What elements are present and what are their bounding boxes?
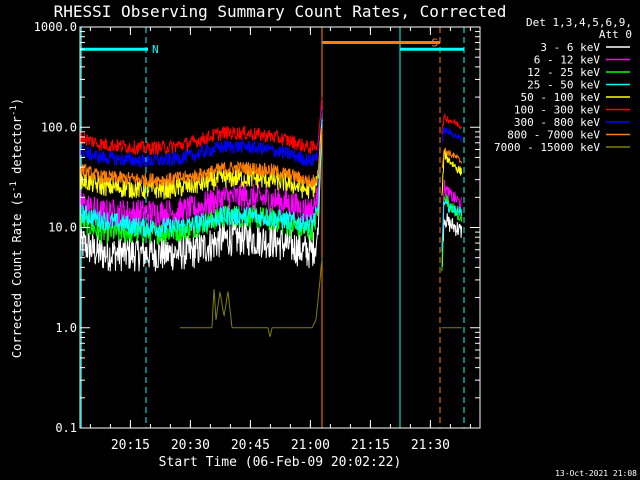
y-tick-label: 1.0 <box>55 321 77 335</box>
x-axis: 20:15 20:30 20:45 21:00 21:15 21:30 <box>89 27 471 453</box>
y-axis: 0.1 1.0 10.0 100.0 1000.0 <box>34 20 480 435</box>
legend-label: 50 - 100 keV <box>521 91 601 104</box>
legend-label: 3 - 6 keV <box>540 41 600 54</box>
series-line <box>79 101 323 228</box>
flag-bars: NS <box>80 37 464 56</box>
x-axis-label: Start Time (06-Feb-09 20:02:22) <box>159 455 402 470</box>
series-line <box>441 126 463 143</box>
legend-label: 7000 - 15000 keV <box>494 141 600 154</box>
y-tick-label: 1000.0 <box>34 20 77 34</box>
series-line <box>79 96 323 157</box>
series-line <box>180 257 323 337</box>
y-label-part: Corrected Count Rate (s <box>10 192 24 358</box>
x-tick-label: 21:00 <box>291 438 330 453</box>
series-line <box>441 213 463 268</box>
y-label-part: -1 <box>9 105 19 116</box>
y-tick-label: 0.1 <box>55 421 77 435</box>
legend-label: 25 - 50 keV <box>527 79 600 92</box>
flag-label-N: N <box>152 43 159 56</box>
timestamp: 13-Oct-2021 21:08 <box>555 469 637 478</box>
series-line <box>79 127 323 188</box>
series-line <box>79 109 323 169</box>
legend-header: Att 0 <box>599 28 632 41</box>
legend-label: 100 - 300 keV <box>514 104 600 117</box>
x-tick-label: 20:15 <box>111 438 150 453</box>
chart-title: RHESSI Observing Summary Count Rates, Co… <box>54 2 507 21</box>
series-line <box>441 193 463 272</box>
y-label-part: -1 <box>9 181 19 192</box>
series-line <box>441 179 463 248</box>
x-tick-label: 21:15 <box>351 438 390 453</box>
flag-label-S: S <box>431 37 438 50</box>
y-label-part: detector <box>10 116 24 181</box>
series-line <box>441 149 463 196</box>
legend-label: 800 - 7000 keV <box>507 129 600 142</box>
legend-label: 6 - 12 keV <box>534 54 601 67</box>
x-tick-label: 21:30 <box>411 438 450 453</box>
x-tick-label: 20:45 <box>231 438 270 453</box>
x-tick-label: 20:30 <box>171 438 210 453</box>
series-line <box>441 112 463 135</box>
series-line <box>79 119 323 238</box>
series-line <box>441 199 463 252</box>
legend-header: Det 1,3,4,5,6,9, <box>526 16 632 29</box>
y-tick-label: 100.0 <box>41 120 77 134</box>
series-line <box>441 147 463 169</box>
y-tick-label: 10.0 <box>48 221 77 235</box>
series-line <box>79 119 323 272</box>
y-label-part: ) <box>10 98 24 105</box>
legend-label: 12 - 25 keV <box>527 66 600 79</box>
series-layer <box>79 96 463 337</box>
y-axis-label: Corrected Count Rate (s-1 detector-1) <box>9 98 24 358</box>
legend-label: 300 - 800 keV <box>514 116 600 129</box>
